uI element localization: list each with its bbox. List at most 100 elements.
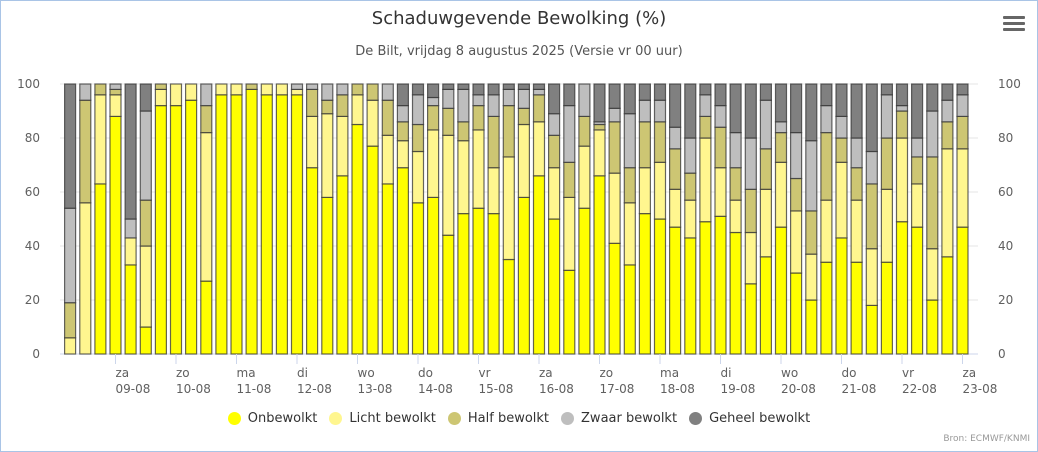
bar-stack[interactable] xyxy=(714,83,727,355)
bar-stack[interactable] xyxy=(169,83,183,355)
bar-segment-half-bewolkt[interactable] xyxy=(668,148,682,190)
bar-segment-half-bewolkt[interactable] xyxy=(366,83,379,101)
bar-segment-half-bewolkt[interactable] xyxy=(94,83,107,96)
bar-segment-zwaar-bewolkt[interactable] xyxy=(729,132,742,169)
bar-stack[interactable] xyxy=(805,83,818,355)
bar-segment-onbewolkt[interactable] xyxy=(910,226,924,355)
bar-segment-geheel-bewolkt[interactable] xyxy=(442,83,455,91)
bar-stack[interactable] xyxy=(850,83,863,355)
bar-segment-half-bewolkt[interactable] xyxy=(563,161,576,199)
bar-segment-zwaar-bewolkt[interactable] xyxy=(381,83,394,101)
bar-segment-licht-bewolkt[interactable] xyxy=(759,188,773,258)
bar-stack[interactable] xyxy=(79,83,92,355)
bar-stack[interactable] xyxy=(124,83,137,355)
bar-segment-zwaar-bewolkt[interactable] xyxy=(789,132,803,180)
bar-stack[interactable] xyxy=(245,83,258,355)
bar-segment-licht-bewolkt[interactable] xyxy=(805,253,818,301)
bar-segment-onbewolkt[interactable] xyxy=(260,94,273,355)
bar-segment-onbewolkt[interactable] xyxy=(714,215,727,355)
bar-segment-zwaar-bewolkt[interactable] xyxy=(956,94,969,118)
bar-stack[interactable] xyxy=(336,83,349,355)
bar-segment-geheel-bewolkt[interactable] xyxy=(835,83,848,118)
bar-segment-onbewolkt[interactable] xyxy=(230,94,243,355)
bar-segment-onbewolkt[interactable] xyxy=(472,207,485,355)
bar-stack[interactable] xyxy=(185,83,198,355)
bar-stack[interactable] xyxy=(154,83,167,355)
bar-stack[interactable] xyxy=(472,83,485,355)
bar-segment-zwaar-bewolkt[interactable] xyxy=(820,104,833,134)
bar-segment-onbewolkt[interactable] xyxy=(578,207,591,355)
bar-segment-geheel-bewolkt[interactable] xyxy=(608,83,621,109)
bar-segment-onbewolkt[interactable] xyxy=(427,196,440,355)
bar-segment-onbewolkt[interactable] xyxy=(789,272,803,355)
credits[interactable]: Bron: ECMWF/KNMI xyxy=(943,434,1030,444)
bar-stack[interactable] xyxy=(895,83,909,355)
bar-segment-zwaar-bewolkt[interactable] xyxy=(910,137,924,158)
legend-item-licht-bewolkt[interactable]: Licht bewolkt xyxy=(329,411,436,426)
bar-segment-onbewolkt[interactable] xyxy=(820,261,833,355)
bar-segment-half-bewolkt[interactable] xyxy=(336,94,349,118)
bar-segment-half-bewolkt[interactable] xyxy=(850,167,863,201)
bar-segment-geheel-bewolkt[interactable] xyxy=(427,83,440,99)
bar-segment-zwaar-bewolkt[interactable] xyxy=(124,218,137,239)
bar-segment-zwaar-bewolkt[interactable] xyxy=(774,121,788,134)
bar-stack[interactable] xyxy=(457,83,470,355)
bar-segment-geheel-bewolkt[interactable] xyxy=(457,83,470,91)
bar-segment-licht-bewolkt[interactable] xyxy=(623,202,636,266)
bar-segment-geheel-bewolkt[interactable] xyxy=(941,83,954,101)
bar-stack[interactable] xyxy=(865,83,878,355)
bar-segment-onbewolkt[interactable] xyxy=(442,234,455,355)
bar-segment-half-bewolkt[interactable] xyxy=(835,137,848,163)
bar-segment-zwaar-bewolkt[interactable] xyxy=(714,104,727,128)
bar-segment-onbewolkt[interactable] xyxy=(411,202,425,355)
bar-segment-half-bewolkt[interactable] xyxy=(759,148,773,190)
bar-segment-onbewolkt[interactable] xyxy=(638,213,652,355)
bar-segment-half-bewolkt[interactable] xyxy=(547,134,561,169)
bar-segment-licht-bewolkt[interactable] xyxy=(926,248,939,301)
bar-segment-licht-bewolkt[interactable] xyxy=(774,161,788,228)
bar-segment-geheel-bewolkt[interactable] xyxy=(865,83,878,153)
bar-segment-licht-bewolkt[interactable] xyxy=(185,83,198,101)
bar-segment-geheel-bewolkt[interactable] xyxy=(502,83,515,91)
bar-segment-onbewolkt[interactable] xyxy=(608,242,621,355)
bar-segment-half-bewolkt[interactable] xyxy=(200,104,213,134)
bar-segment-half-bewolkt[interactable] xyxy=(820,132,833,201)
bar-segment-licht-bewolkt[interactable] xyxy=(200,132,213,282)
bar-segment-licht-bewolkt[interactable] xyxy=(563,196,576,271)
bar-segment-zwaar-bewolkt[interactable] xyxy=(850,137,863,169)
bar-segment-licht-bewolkt[interactable] xyxy=(547,167,561,220)
bar-segment-half-bewolkt[interactable] xyxy=(472,104,485,131)
bar-segment-geheel-bewolkt[interactable] xyxy=(956,83,969,96)
bar-segment-licht-bewolkt[interactable] xyxy=(729,199,742,234)
bar-segment-licht-bewolkt[interactable] xyxy=(366,99,379,147)
bar-segment-geheel-bewolkt[interactable] xyxy=(714,83,727,107)
bar-segment-geheel-bewolkt[interactable] xyxy=(668,83,682,128)
bar-segment-half-bewolkt[interactable] xyxy=(865,183,878,250)
bar-segment-licht-bewolkt[interactable] xyxy=(517,123,531,199)
bar-segment-half-bewolkt[interactable] xyxy=(532,94,546,123)
bar-segment-geheel-bewolkt[interactable] xyxy=(653,83,667,101)
bar-segment-onbewolkt[interactable] xyxy=(139,326,152,355)
bar-stack[interactable] xyxy=(275,83,288,355)
bar-segment-geheel-bewolkt[interactable] xyxy=(638,83,652,101)
bar-segment-geheel-bewolkt[interactable] xyxy=(910,83,924,139)
bar-segment-onbewolkt[interactable] xyxy=(109,115,122,355)
bar-segment-licht-bewolkt[interactable] xyxy=(79,202,92,355)
bar-segment-onbewolkt[interactable] xyxy=(215,94,228,355)
bar-segment-onbewolkt[interactable] xyxy=(124,264,137,355)
bar-segment-licht-bewolkt[interactable] xyxy=(381,134,394,185)
bar-segment-half-bewolkt[interactable] xyxy=(699,115,712,139)
bar-stack[interactable] xyxy=(442,83,455,355)
bar-stack[interactable] xyxy=(381,83,394,355)
bar-segment-half-bewolkt[interactable] xyxy=(684,172,697,201)
bar-segment-onbewolkt[interactable] xyxy=(532,175,546,355)
bar-segment-licht-bewolkt[interactable] xyxy=(850,199,863,263)
bar-segment-onbewolkt[interactable] xyxy=(547,218,561,355)
bar-segment-half-bewolkt[interactable] xyxy=(774,132,788,163)
bar-segment-half-bewolkt[interactable] xyxy=(729,167,742,201)
bar-segment-licht-bewolkt[interactable] xyxy=(502,156,515,261)
bar-segment-half-bewolkt[interactable] xyxy=(442,107,455,136)
bar-segment-onbewolkt[interactable] xyxy=(169,104,183,355)
bar-segment-licht-bewolkt[interactable] xyxy=(487,167,500,215)
bar-segment-zwaar-bewolkt[interactable] xyxy=(895,104,909,112)
